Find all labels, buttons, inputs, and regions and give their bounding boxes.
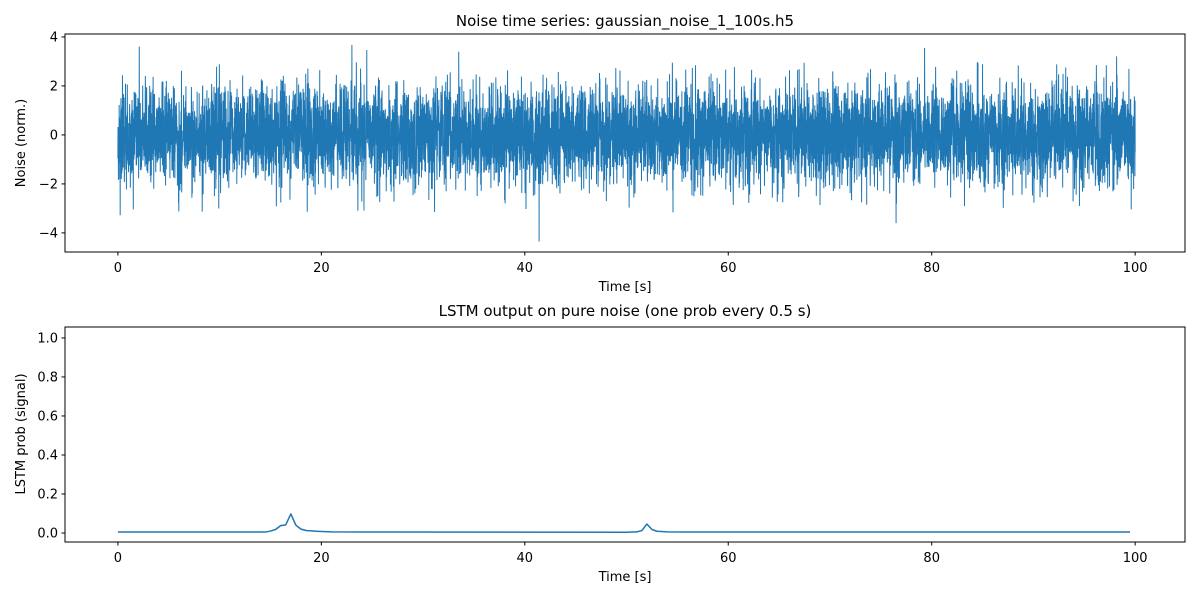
noise-plot-ylabel: Noise (norm.) bbox=[14, 99, 29, 187]
lstm-plot-ylabel: LSTM prob (signal) bbox=[14, 373, 29, 494]
x-tick-label: 60 bbox=[720, 551, 737, 566]
lstm-probability-path bbox=[117, 513, 1131, 533]
lstm-plot-axes: 0 20 40 60 80 100 0.0 0.2 0.4 0.6 0.8 1.0 bbox=[37, 326, 1186, 566]
lstm-plot-xlabel: Time [s] bbox=[598, 570, 652, 585]
noise-plot-axes: 0 20 40 60 80 100 −4 −2 0 2 4 bbox=[39, 30, 1186, 276]
x-tick-label: 0 bbox=[114, 551, 122, 566]
y-tick-label: 2 bbox=[50, 79, 58, 94]
x-tick-label: 100 bbox=[1123, 261, 1148, 276]
y-tick-label: 0.8 bbox=[37, 370, 58, 385]
y-tick-label: 0.4 bbox=[37, 448, 58, 463]
y-tick-label: 0 bbox=[50, 128, 58, 143]
y-tick-label: 1.0 bbox=[37, 331, 58, 346]
y-tick-label: −2 bbox=[39, 177, 58, 192]
x-tick-label: 40 bbox=[517, 261, 534, 276]
plot-spines bbox=[64, 33, 1186, 253]
noise-plot-xlabel: Time [s] bbox=[598, 280, 652, 295]
lstm-output-plot: 0 20 40 60 80 100 0.0 0.2 0.4 0.6 0.8 1.0 LSTM outp… bbox=[14, 302, 1186, 585]
x-tick-label: 80 bbox=[923, 261, 940, 276]
x-tick-label: 80 bbox=[923, 551, 940, 566]
x-tick-label: 40 bbox=[517, 551, 534, 566]
gaussian-noise-path bbox=[117, 45, 1136, 242]
lstm-plot-title: LSTM output on pure noise (one prob ever… bbox=[439, 302, 812, 320]
plot-spines bbox=[64, 326, 1186, 543]
noise-waveform-line bbox=[117, 45, 1136, 242]
noise-time-series-plot: 0 20 40 60 80 100 −4 −2 0 2 4 Noise time series: g… bbox=[14, 12, 1186, 295]
noise-plot-title: Noise time series: gaussian_noise_1_100s… bbox=[456, 12, 794, 31]
x-tick-label: 20 bbox=[313, 551, 330, 566]
x-tick-label: 60 bbox=[720, 261, 737, 276]
x-tick-label: 100 bbox=[1123, 551, 1148, 566]
y-tick-label: −4 bbox=[39, 226, 58, 241]
x-tick-label: 0 bbox=[114, 261, 122, 276]
y-tick-label: 0.6 bbox=[37, 409, 58, 424]
y-tick-label: 0.0 bbox=[37, 527, 58, 542]
y-tick-label: 0.2 bbox=[37, 488, 58, 503]
y-tick-label: 4 bbox=[50, 30, 58, 45]
lstm-prob-line bbox=[117, 513, 1131, 533]
x-tick-label: 20 bbox=[313, 261, 330, 276]
